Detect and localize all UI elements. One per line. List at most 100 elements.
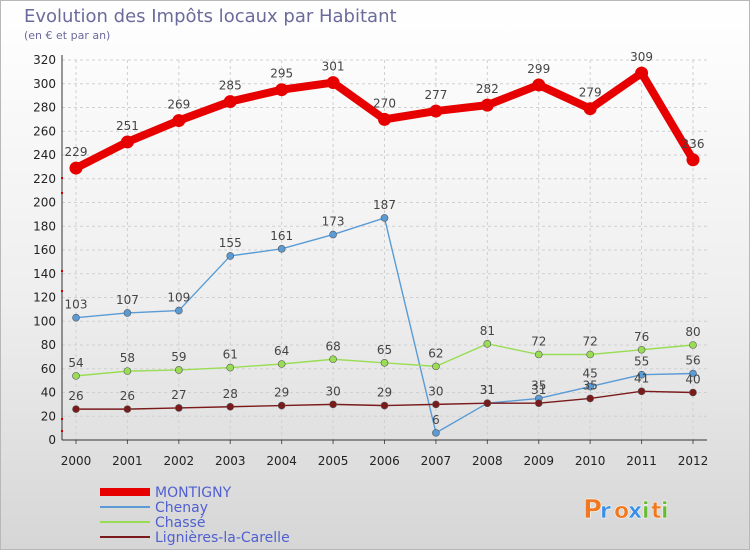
y-tick-label: 220 bbox=[33, 172, 56, 186]
data-label: 80 bbox=[685, 325, 700, 339]
data-label: 236 bbox=[682, 137, 705, 151]
data-label: 55 bbox=[634, 355, 649, 369]
data-label: 282 bbox=[476, 82, 499, 96]
data-point bbox=[329, 400, 337, 409]
data-label: 29 bbox=[274, 386, 289, 400]
axis-dot bbox=[61, 270, 63, 272]
data-point bbox=[223, 95, 237, 109]
data-label: 30 bbox=[325, 384, 340, 398]
data-label: 30 bbox=[428, 384, 443, 398]
data-point bbox=[432, 362, 440, 371]
data-label: 285 bbox=[219, 79, 242, 93]
data-point bbox=[329, 355, 337, 364]
chart-title: Evolution des Impôts locaux par Habitant bbox=[24, 6, 397, 27]
data-label: 64 bbox=[274, 344, 289, 358]
data-point bbox=[432, 429, 440, 437]
y-tick-label: 20 bbox=[41, 409, 56, 423]
y-tick-label: 60 bbox=[41, 362, 56, 376]
y-tick-label: 180 bbox=[33, 219, 56, 233]
data-point bbox=[326, 76, 340, 90]
data-point bbox=[534, 350, 543, 359]
data-label: 62 bbox=[428, 346, 443, 360]
proxiti-logo: Pr ox i t i bbox=[583, 495, 669, 526]
y-tick-label: 200 bbox=[33, 196, 56, 210]
y-tick-label: 80 bbox=[41, 338, 56, 352]
x-tick-label: 2000 bbox=[61, 454, 92, 468]
data-point bbox=[329, 230, 337, 239]
series-chass-: 54 58 59 61 64 68 65 62 81 72 72 76 80 bbox=[68, 324, 701, 380]
axis-dot bbox=[61, 290, 63, 292]
data-point bbox=[72, 372, 80, 380]
data-label: 269 bbox=[167, 98, 190, 112]
x-tick-label: 2003 bbox=[215, 454, 246, 468]
y-tick-label: 40 bbox=[41, 386, 56, 400]
data-label: 31 bbox=[531, 383, 546, 397]
y-tick-label: 0 bbox=[48, 433, 56, 447]
data-label: 28 bbox=[223, 387, 238, 401]
data-point bbox=[226, 252, 235, 260]
data-label: 56 bbox=[685, 354, 700, 368]
logo-letter: r bbox=[600, 499, 611, 524]
data-point bbox=[483, 399, 492, 407]
chart-subtitle: (en € et par an) bbox=[24, 29, 110, 42]
data-point bbox=[123, 309, 132, 317]
logo-letter: i bbox=[642, 499, 650, 524]
logo-letter: t bbox=[651, 499, 662, 524]
data-point bbox=[532, 78, 546, 92]
legend-label: Chenay bbox=[155, 500, 208, 516]
data-point bbox=[637, 370, 646, 379]
data-point bbox=[583, 102, 597, 116]
data-point bbox=[586, 382, 594, 391]
data-point bbox=[275, 83, 289, 97]
data-label: 68 bbox=[325, 339, 340, 353]
y-tick-label: 320 bbox=[33, 53, 56, 67]
series: 229 251 269 285 295 301 270 277 282 299 279 309 236 1… bbox=[65, 50, 705, 437]
data-point bbox=[120, 135, 134, 149]
axis-dot bbox=[61, 192, 63, 194]
y-tick-label: 240 bbox=[33, 148, 56, 162]
data-point bbox=[277, 360, 286, 368]
data-label: 72 bbox=[531, 335, 546, 349]
y-tick-label: 140 bbox=[33, 267, 56, 281]
logo-letter: P bbox=[583, 495, 602, 525]
data-point bbox=[480, 98, 494, 112]
data-label: 277 bbox=[424, 88, 447, 102]
data-label: 251 bbox=[116, 119, 139, 133]
data-label: 229 bbox=[65, 145, 88, 159]
data-label: 35 bbox=[531, 378, 546, 392]
data-label: 103 bbox=[65, 298, 88, 312]
data-point bbox=[380, 359, 389, 367]
data-point bbox=[175, 366, 183, 374]
axes: 0 20 40 60 80 100 120 140 160 180 200 220 240 260 280 3… bbox=[33, 53, 708, 468]
x-tick-label: 2008 bbox=[472, 454, 503, 468]
data-label: 161 bbox=[270, 229, 293, 243]
data-label: 81 bbox=[480, 324, 495, 338]
y-tick-label: 300 bbox=[33, 77, 56, 91]
logo-letter: o bbox=[614, 499, 629, 524]
data-label: 26 bbox=[120, 389, 135, 403]
data-label: 6 bbox=[432, 413, 440, 427]
legend-label: Chassé bbox=[155, 515, 205, 531]
data-point bbox=[689, 369, 697, 378]
data-point bbox=[586, 350, 594, 359]
data-point bbox=[72, 313, 80, 322]
series-montigny: 229 251 269 285 295 301 270 277 282 299 279 309 236 bbox=[65, 50, 705, 175]
data-point bbox=[637, 345, 646, 354]
x-tick-label: 2007 bbox=[421, 454, 452, 468]
legend-label: Lignières-la-Carelle bbox=[155, 530, 290, 546]
data-point bbox=[277, 245, 286, 253]
data-label: 27 bbox=[171, 388, 186, 402]
data-point bbox=[226, 363, 235, 372]
data-label: 41 bbox=[634, 371, 649, 385]
axis-dot bbox=[61, 418, 63, 420]
data-point bbox=[429, 104, 443, 118]
data-label: 59 bbox=[171, 350, 186, 364]
data-point bbox=[483, 340, 492, 348]
y-tick-label: 100 bbox=[33, 314, 56, 328]
data-label: 26 bbox=[68, 389, 83, 403]
data-label: 54 bbox=[68, 356, 83, 370]
